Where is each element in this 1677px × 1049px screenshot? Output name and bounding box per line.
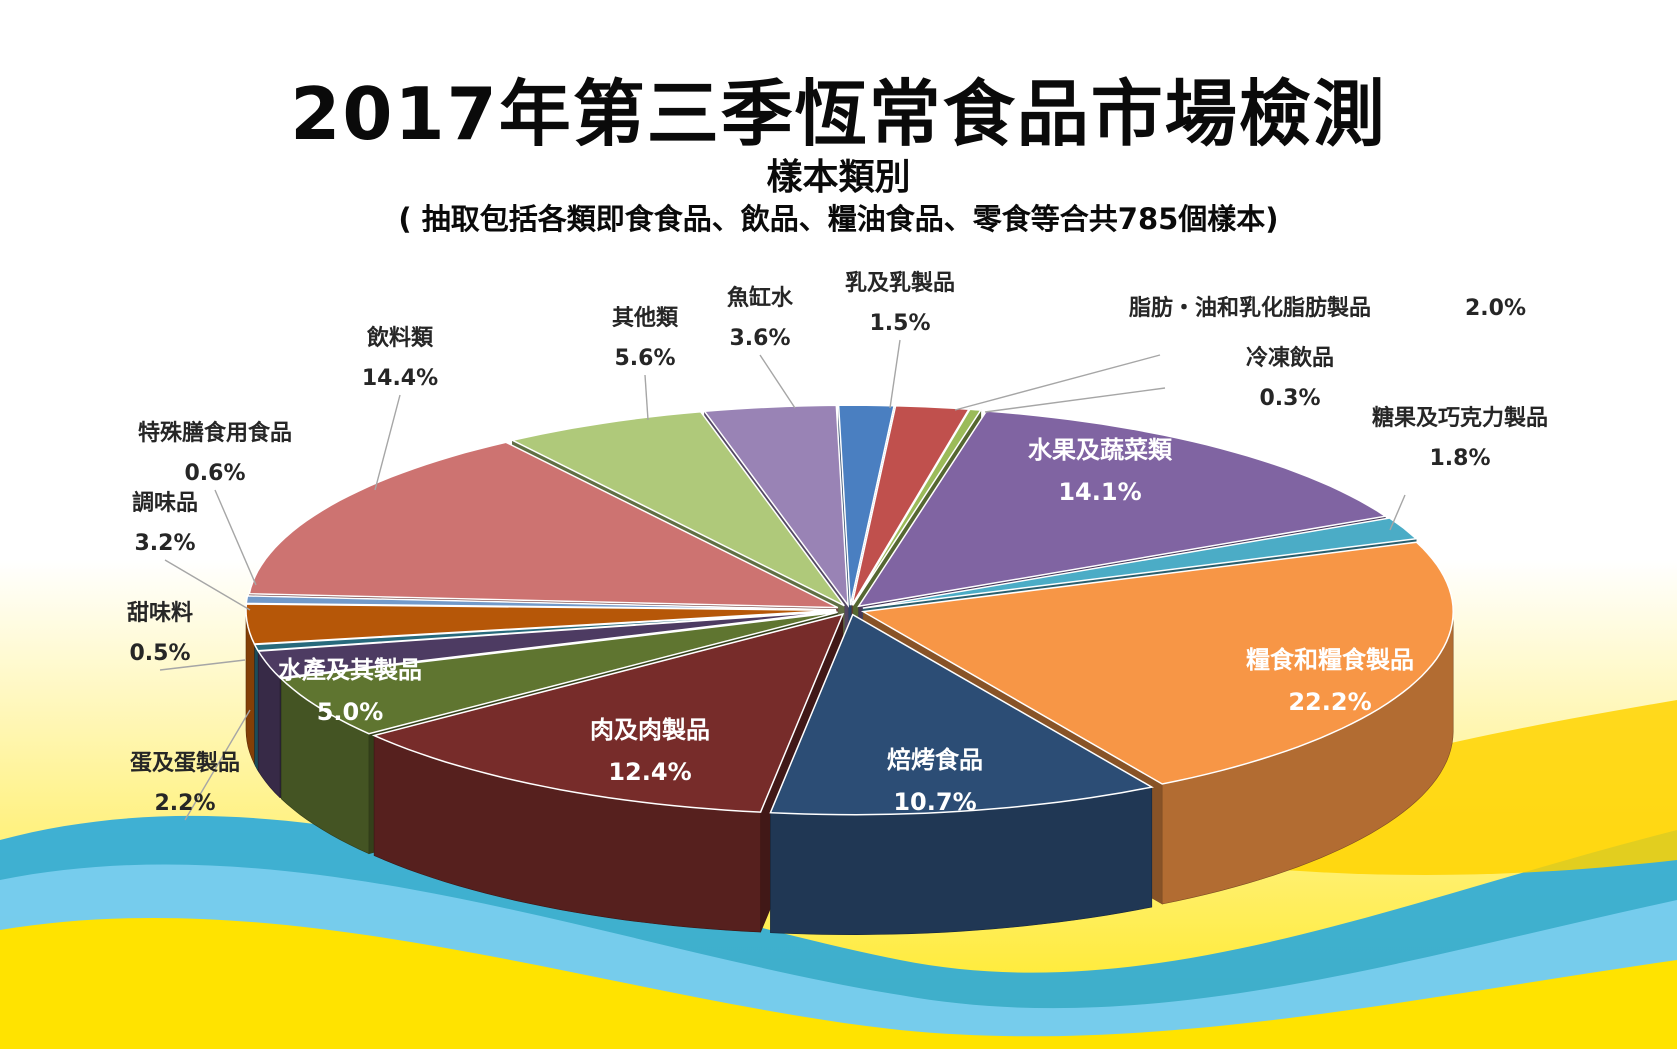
slice-7-name: 焙烤食品 [887, 746, 983, 774]
slice-12-top [245, 603, 837, 645]
slice-2-leader [954, 354, 1161, 411]
slice-14-name: 飲料類 [366, 325, 434, 351]
slice-2-top [851, 405, 971, 606]
slice-1-leader [889, 339, 901, 409]
slice-5-value: 1.8% [1429, 446, 1490, 471]
slice-10-name: 蛋及蛋製品 [130, 750, 240, 776]
slice-16-name: 魚缸水 [727, 285, 794, 311]
slice-8-name: 肉及肉製品 [590, 716, 710, 744]
slice-1-value: 1.5% [869, 311, 930, 336]
slice-8-value: 12.4% [608, 758, 691, 786]
slice-13-value: 0.6% [184, 461, 245, 486]
slice-7-value: 10.7% [893, 788, 976, 816]
slice-15-value: 5.6% [614, 346, 675, 371]
slice-9-name: 水產及其製品 [278, 656, 422, 684]
slice-6-value: 22.2% [1288, 688, 1371, 716]
pie-labels: 乳及乳製品 1.5% 脂肪・油和乳化脂肪製品 2.0% 冷凍飲品 0.3% 水果及蔬菜類 14… [127, 270, 1548, 821]
slice-13-name: 特殊膳食用食品 [138, 420, 292, 446]
slice-15-name: 其他類 [612, 306, 679, 331]
slice-12-value: 3.2% [134, 531, 195, 556]
slice-4-value: 14.1% [1058, 478, 1141, 506]
slice-11-value: 0.5% [129, 641, 190, 666]
slice-5-leader [1389, 494, 1406, 531]
slice-9-top [279, 611, 838, 735]
slice-8-top [371, 612, 845, 813]
slice-6-name: 糧食和糧食製品 [1246, 646, 1414, 674]
slice-15-top [510, 410, 845, 607]
slice-10-top [256, 610, 837, 679]
slice-11-leader [159, 659, 246, 671]
slice-2-name: 脂肪・油和乳化脂肪製品 [1129, 295, 1371, 321]
slice-15-leader [644, 374, 649, 421]
slice-2-value: 2.0% [1465, 296, 1526, 321]
slice-10-leader [184, 709, 251, 821]
slice-3-name: 冷凍飲品 [1246, 345, 1334, 371]
slice-12-name: 調味品 [132, 490, 198, 516]
chart-subtitle: 樣本類別 [766, 157, 911, 198]
slice-3-top [852, 408, 983, 606]
slice-4-top [857, 410, 1388, 608]
slice-3-value: 0.3% [1259, 386, 1320, 411]
slice-4-name: 水果及蔬菜類 [1028, 436, 1173, 464]
slice-6-top [860, 541, 1454, 785]
slice-10-value: 2.2% [154, 791, 215, 816]
slice-3-leader [984, 387, 1166, 413]
slice-16-value: 3.6% [729, 326, 790, 351]
pie-top-faces [245, 404, 1454, 816]
slice-16-top [703, 404, 850, 608]
slice-1-top [837, 404, 896, 606]
slice-13-top [245, 595, 837, 611]
sample-note: ( 抽取包括各類即食食品、飲品、糧油食品、零食等合共785個樣本) [398, 202, 1279, 236]
slice-14-top [248, 441, 839, 609]
slice-14-value: 14.4% [362, 366, 438, 391]
slice-5-name: 糖果及巧克力製品 [1372, 405, 1548, 431]
slice-9-value: 5.0% [317, 698, 384, 726]
slice-13-leader [214, 489, 257, 586]
slice-12-leader [164, 559, 251, 611]
page-title: 2017年第三季恆常食品市場檢測 [290, 72, 1387, 156]
slice-7-top [769, 613, 1154, 816]
slice-14-leader [374, 394, 401, 491]
slice-11-side [254, 644, 259, 772]
slice-5-top [862, 517, 1418, 609]
slice-1-name: 乳及乳製品 [845, 270, 955, 296]
slice-16-leader [759, 354, 796, 409]
slice-11-name: 甜味料 [127, 600, 193, 626]
